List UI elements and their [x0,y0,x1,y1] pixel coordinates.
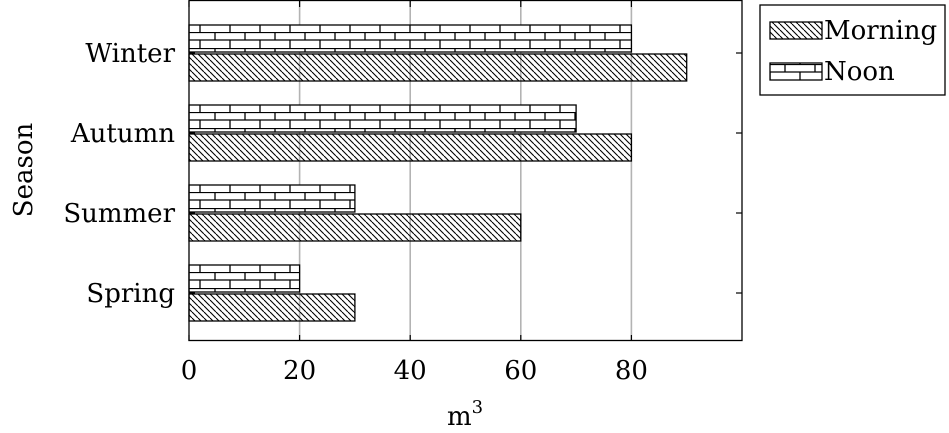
y-tick-labels: Spring Summer Autumn Winter [63,39,175,309]
y-tick-label-autumn: Autumn [70,119,175,149]
bar-morning-autumn [188,133,633,162]
bar-morning-summer [188,213,522,242]
bar-noon-winter [188,24,633,53]
plot-frame [188,0,743,342]
y-tick-label-winter: Winter [85,39,175,69]
x-tick-labels: 0 20 40 60 80 [181,356,648,386]
legend-label-noon: Noon [824,57,895,87]
x-tick-label: 60 [504,356,537,386]
bar-morning-winter [188,53,688,82]
legend: Morning Noon [759,4,946,96]
legend-swatch-morning [769,21,823,40]
x-axis-label: m3 [447,397,483,432]
legend-label-morning: Morning [824,16,937,46]
bar-noon-summer [188,184,356,213]
x-axis-label-superscript: 3 [472,397,483,418]
bars [188,24,688,322]
bar-noon-spring [188,264,301,293]
bar-noon-autumn [188,104,577,133]
x-tick-label: 20 [283,356,316,386]
y-axis-label: Season [9,123,39,218]
legend-swatch-noon [769,62,823,81]
y-tick-label-spring: Spring [86,279,175,309]
x-tick-label: 0 [181,356,198,386]
bar-morning-spring [188,293,356,322]
x-tick-label: 80 [615,356,648,386]
y-tick-label-summer: Summer [63,199,175,229]
x-tick-label: 40 [394,356,427,386]
ticks [188,1,742,341]
